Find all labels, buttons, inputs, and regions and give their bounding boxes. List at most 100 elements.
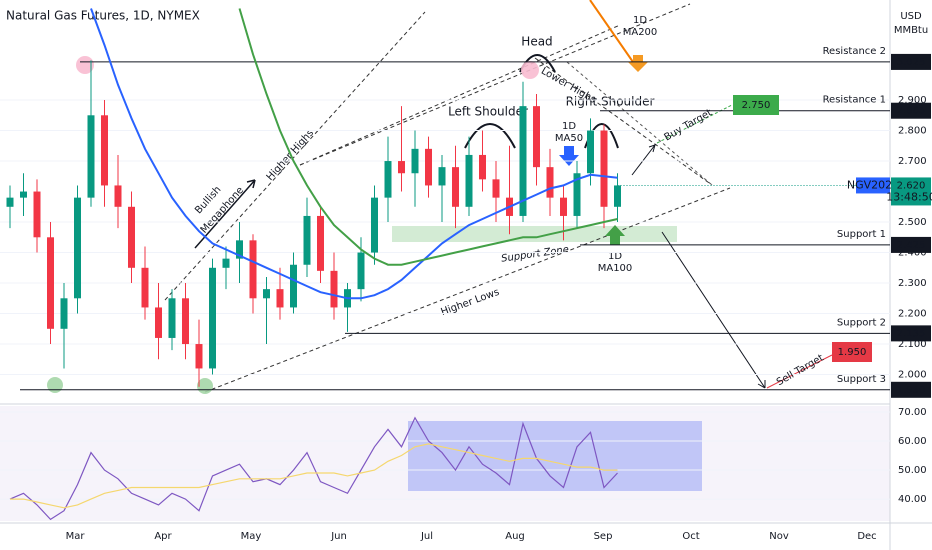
candle-body: [74, 197, 81, 299]
level-label: 2.425: [897, 240, 926, 251]
annotation: Left Shoulder: [448, 105, 528, 119]
candle-body: [20, 191, 27, 198]
x-tick-label: Oct: [682, 531, 699, 542]
x-tick-label: Nov: [769, 531, 789, 542]
y-tick-label: 2.700: [898, 156, 927, 167]
candle-body: [425, 148, 432, 186]
y-tick-label: 2.000: [898, 370, 927, 381]
candle-body: [533, 106, 540, 168]
candle-body: [317, 215, 324, 271]
y-tick-label: 2.900: [898, 95, 927, 106]
candle-body: [573, 173, 581, 216]
candle-body: [33, 191, 41, 238]
level-label: 2.865: [897, 106, 926, 117]
candle-body: [141, 267, 149, 308]
candle-body: [87, 115, 95, 198]
candle-body: [452, 167, 459, 207]
target-label: 1.950: [838, 347, 867, 358]
price-box: [891, 177, 931, 206]
candle-body: [398, 161, 405, 174]
currency-unit: MMBtu: [894, 25, 928, 36]
x-tick-label: May: [241, 531, 262, 542]
rsi-line: [9, 416, 618, 521]
ma50-arrow: [559, 146, 579, 166]
x-tick-label: Mar: [66, 531, 86, 542]
y-tick-label: 2.400: [898, 248, 927, 259]
y-tick-label: 2.500: [898, 217, 927, 228]
y-tick-label: 60.00: [898, 436, 927, 447]
ma200-arrow: [628, 55, 648, 72]
annotation: MA200: [623, 27, 658, 38]
candle-body: [438, 167, 446, 186]
candle-body: [357, 252, 365, 290]
candle-body: [168, 298, 176, 338]
symbol-box: [856, 177, 890, 194]
x-tick-label: Dec: [857, 531, 876, 542]
target-box: [832, 342, 872, 362]
level-name: Support 3: [837, 374, 886, 385]
chart-title: Natural Gas Futures, 1D, NYMEX: [6, 9, 200, 23]
candle-body: [47, 237, 54, 329]
ma200-line: [589, 0, 634, 63]
candle-body: [303, 215, 311, 265]
annotation: MA50: [555, 133, 583, 144]
candle-body: [600, 130, 608, 207]
level-box: [891, 236, 931, 253]
level-box: [891, 325, 931, 342]
marker: [76, 56, 94, 74]
candle-body: [560, 197, 567, 216]
candle-body: [519, 106, 527, 216]
level-label: 3.025: [897, 57, 926, 68]
buy-line: [656, 104, 733, 144]
candle-body: [249, 240, 257, 299]
ma100-arrow: [605, 225, 625, 245]
x-tick-label: Aug: [505, 531, 525, 542]
candle-body: [371, 197, 378, 253]
annotation: MA100: [598, 263, 633, 274]
support-zone: [392, 226, 677, 242]
candle-body: [263, 289, 270, 299]
level-name: Resistance 2: [823, 46, 886, 57]
y-tick-label: 2.800: [898, 126, 927, 137]
y-tick-label: 2.100: [898, 339, 927, 350]
buy-arrow: [631, 144, 657, 176]
annotation: 1D: [608, 251, 622, 262]
countdown: 13:48:50: [886, 190, 932, 203]
candle-body: [411, 148, 419, 174]
candle-body: [330, 270, 338, 308]
sell-arrow: [661, 231, 766, 389]
level-label: 2.135: [897, 328, 926, 339]
annotation: 1D: [562, 121, 576, 132]
candle-body: [209, 267, 216, 369]
y-tick-label: 50.00: [898, 465, 927, 476]
x-tick-label: Sep: [594, 531, 613, 542]
marker: [47, 377, 63, 393]
candle-body: [195, 344, 203, 369]
level-box: [891, 102, 931, 119]
x-tick-label: Apr: [154, 531, 172, 542]
ma-line: [238, 8, 618, 266]
candle-body: [290, 264, 297, 308]
candle-body: [614, 185, 621, 207]
candle-body: [276, 289, 284, 308]
target-box: [733, 95, 779, 115]
lower-highs-line: [566, 61, 713, 186]
currency: USD: [900, 11, 922, 22]
y-tick-label: 2.200: [898, 309, 927, 320]
candle-body: [384, 161, 392, 198]
level-name: Support 2: [837, 317, 886, 328]
candle-body: [114, 185, 122, 207]
candle-body: [60, 298, 68, 329]
candle-body: [155, 307, 162, 338]
y-tick-label: 40.00: [898, 494, 927, 505]
target-label: 2.750: [742, 100, 771, 111]
candle-body: [236, 240, 243, 259]
y-tick-label: 2.300: [898, 278, 927, 289]
candle-body: [6, 197, 14, 207]
annotation: 1D: [633, 15, 647, 26]
level-box: [891, 53, 931, 70]
annotation: Right Shoulder: [566, 95, 655, 109]
x-tick-label: Jul: [420, 531, 433, 542]
marker: [521, 61, 539, 79]
